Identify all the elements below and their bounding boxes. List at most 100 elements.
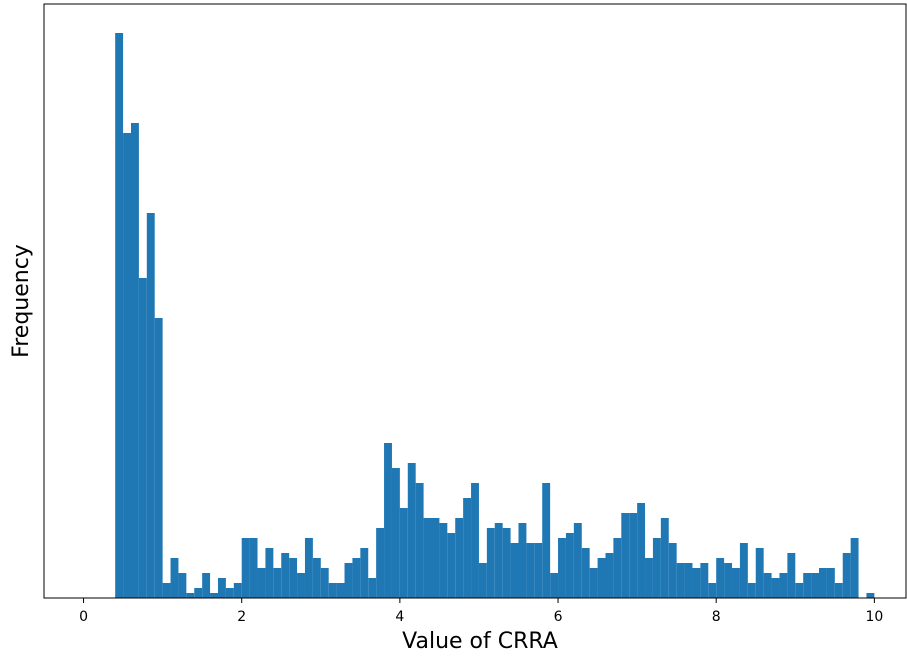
x-axis-label: Value of CRRA xyxy=(402,629,558,654)
bar xyxy=(249,538,258,598)
bar xyxy=(676,563,685,598)
bar xyxy=(850,538,859,598)
bar xyxy=(123,133,131,598)
bar xyxy=(660,518,669,598)
bar xyxy=(407,463,416,598)
bar xyxy=(621,513,630,598)
bar xyxy=(637,503,646,598)
bar xyxy=(819,568,827,598)
bar xyxy=(534,543,543,598)
x-tick-label: 0 xyxy=(79,609,88,625)
bar xyxy=(542,483,551,598)
bar xyxy=(510,543,519,598)
bar xyxy=(558,538,566,598)
bar xyxy=(194,588,203,598)
bar xyxy=(423,518,432,598)
bar xyxy=(344,563,353,598)
bar xyxy=(257,568,266,598)
bar xyxy=(210,593,218,598)
bar xyxy=(795,583,804,598)
x-tick-label: 4 xyxy=(395,609,404,625)
bar xyxy=(376,528,385,598)
bar xyxy=(826,568,835,598)
bar xyxy=(597,558,606,598)
bar xyxy=(455,518,464,598)
bar xyxy=(368,578,377,598)
bar xyxy=(866,593,875,598)
bar xyxy=(265,548,274,598)
bar xyxy=(170,558,179,598)
bar xyxy=(384,443,392,598)
bar xyxy=(842,553,851,598)
bar xyxy=(581,548,590,598)
bar xyxy=(811,573,820,598)
bar xyxy=(550,573,559,598)
bar xyxy=(281,553,290,598)
bar xyxy=(241,538,250,598)
x-tick-label: 10 xyxy=(865,609,883,625)
bar xyxy=(755,548,764,598)
bar xyxy=(233,583,242,598)
bar xyxy=(763,573,772,598)
bar xyxy=(692,568,701,598)
bar xyxy=(304,538,313,598)
bar xyxy=(803,573,812,598)
bar xyxy=(613,538,622,598)
bar xyxy=(787,553,796,598)
plot-frame xyxy=(43,3,907,599)
bar xyxy=(352,558,361,598)
bar xyxy=(471,483,479,598)
bar xyxy=(391,468,400,598)
bar xyxy=(724,563,733,598)
bar xyxy=(130,123,139,598)
bar xyxy=(217,578,226,598)
bar xyxy=(154,318,163,598)
bar xyxy=(716,558,725,598)
bar xyxy=(146,213,155,598)
bar xyxy=(573,523,582,598)
bar xyxy=(439,523,448,598)
bar xyxy=(178,573,187,598)
bar xyxy=(399,508,408,598)
bar xyxy=(202,573,211,598)
bar xyxy=(668,543,677,598)
bar xyxy=(684,563,693,598)
bar xyxy=(700,563,709,598)
bar xyxy=(652,538,661,598)
bar xyxy=(463,498,472,598)
bar xyxy=(415,483,424,598)
bar xyxy=(312,558,321,598)
bar xyxy=(447,533,456,598)
bar xyxy=(771,578,780,598)
bar xyxy=(645,558,653,598)
bar xyxy=(431,518,440,598)
bar xyxy=(320,568,329,598)
bar xyxy=(739,543,748,598)
bar xyxy=(732,568,740,598)
bar xyxy=(589,568,598,598)
bar xyxy=(186,593,195,598)
bar xyxy=(518,523,527,598)
bar xyxy=(478,563,487,598)
bar xyxy=(605,553,614,598)
bar xyxy=(162,583,171,598)
bar xyxy=(747,583,756,598)
bar xyxy=(494,523,503,598)
bar xyxy=(502,528,511,598)
bar xyxy=(297,573,305,598)
bar xyxy=(486,528,495,598)
bar xyxy=(526,543,535,598)
bar xyxy=(138,278,147,598)
bar xyxy=(115,33,124,598)
x-tick-label: 8 xyxy=(712,609,721,625)
bar xyxy=(273,568,282,598)
bar xyxy=(328,583,337,598)
bar xyxy=(225,588,234,598)
x-tick-label: 6 xyxy=(554,609,563,625)
bar xyxy=(360,548,369,598)
bar xyxy=(336,583,345,598)
bar xyxy=(629,513,638,598)
bar xyxy=(779,573,788,598)
x-tick-label: 2 xyxy=(237,609,246,625)
